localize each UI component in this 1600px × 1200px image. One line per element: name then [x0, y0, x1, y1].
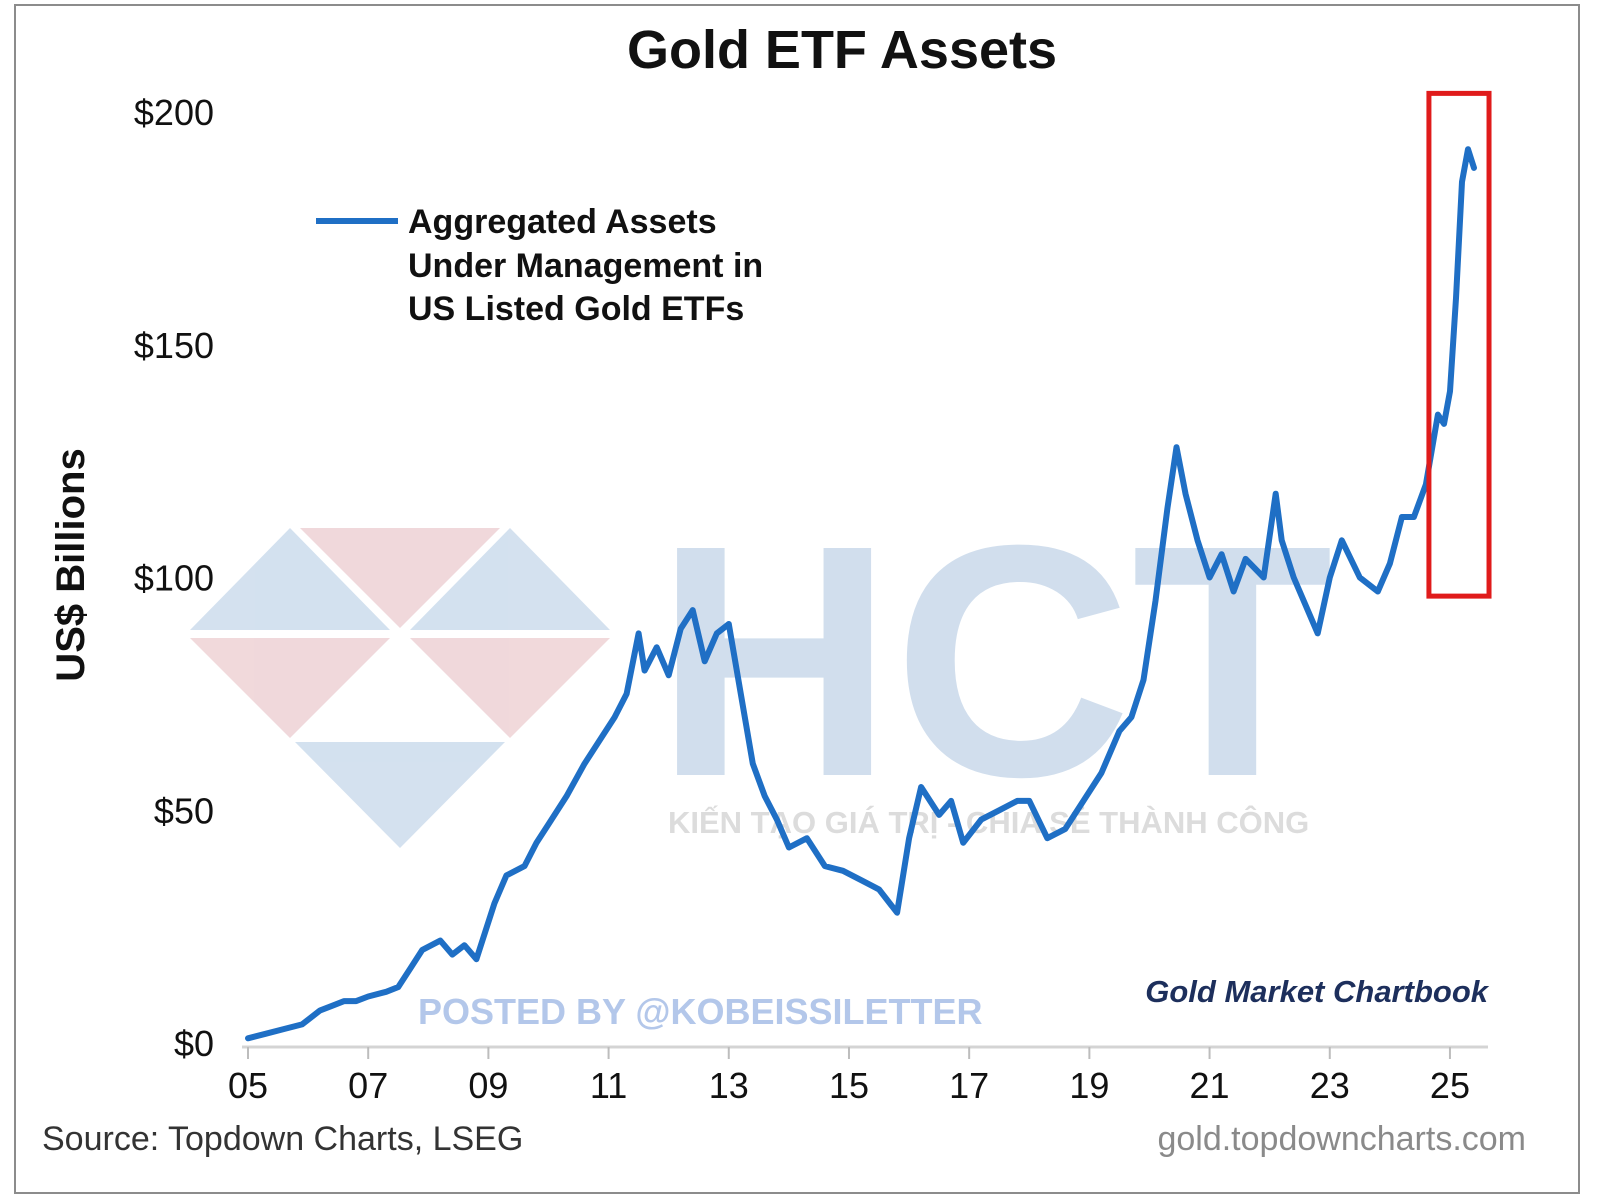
x-tick-label: 11 [590, 1065, 627, 1106]
x-tick-label: 09 [468, 1065, 508, 1106]
x-tick-label: 05 [228, 1065, 268, 1106]
highlight-box [1426, 90, 1492, 599]
watermark-letters: HCT [655, 476, 1333, 845]
y-tick-label: $100 [134, 558, 214, 599]
watermark-logo [190, 528, 610, 848]
watermark-tagline: KIẾN TẠO GIÁ TRỊ - CHIA SẺ THÀNH CÔNG [668, 804, 1309, 840]
x-tick-label: 13 [709, 1065, 749, 1106]
legend: Aggregated Assets Under Management in US… [316, 203, 763, 328]
chart-title: Gold ETF Assets [627, 20, 1057, 80]
source-label: Source: Topdown Charts, LSEG [42, 1120, 523, 1158]
website-label: gold.topdowncharts.com [1157, 1120, 1526, 1158]
x-tick-label: 25 [1430, 1065, 1470, 1106]
series-line-gold-etf-aum [245, 146, 1477, 1042]
x-tick-label: 17 [949, 1065, 989, 1106]
x-tick-label: 19 [1069, 1065, 1109, 1106]
y-tick-label: $0 [174, 1023, 214, 1064]
brand-label: Gold Market Chartbook [1145, 974, 1490, 1009]
y-axis-label: US$ Billions [49, 448, 93, 681]
x-tick-label: 15 [829, 1065, 869, 1106]
y-tick-label: $200 [134, 92, 214, 133]
y-tick-label: $150 [134, 325, 214, 366]
x-ticks: 05 07 09 11 13 15 17 19 21 23 25 [228, 1047, 1470, 1106]
y-ticks: $0 $50 $100 $150 $200 [134, 92, 214, 1064]
legend-line-2: Under Management in [408, 247, 763, 285]
x-tick-label: 07 [348, 1065, 388, 1106]
posted-by-watermark: POSTED BY @KOBEISSILETTER [418, 991, 983, 1032]
y-tick-label: $50 [154, 790, 214, 831]
x-tick-label: 23 [1310, 1065, 1350, 1106]
x-tick-label: 21 [1190, 1065, 1230, 1106]
legend-line-1: Aggregated Assets [408, 203, 717, 241]
legend-line-3: US Listed Gold ETFs [408, 290, 744, 328]
